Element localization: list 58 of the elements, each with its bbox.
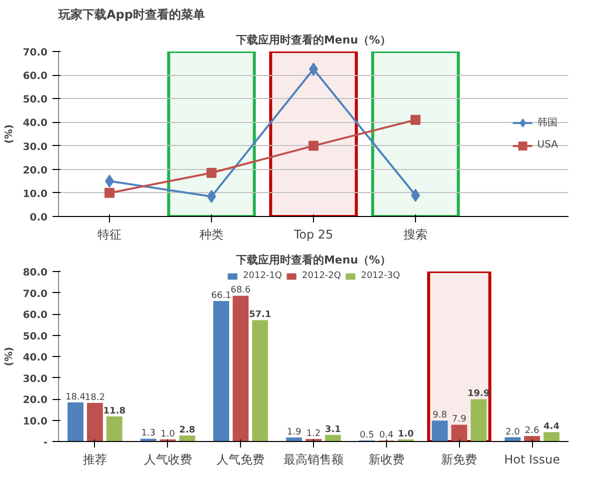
x-tick-label: 最高销售额 — [284, 452, 344, 466]
data-label: 0.5 — [360, 430, 374, 440]
y-tick-label: 40.0 — [22, 118, 48, 130]
y-axis-title: (%) — [4, 124, 15, 144]
legend-label: 2012-3Q — [360, 271, 400, 281]
y-tick-label: 70.0 — [22, 48, 48, 58]
y-tick-label: 40.0 — [22, 352, 48, 364]
chart-title: 玩家下载App时查看的菜单 — [58, 8, 205, 22]
x-tick-label: 新收费 — [368, 452, 404, 466]
data-label: 18.2 — [84, 392, 105, 403]
y-tick-label: - — [43, 438, 48, 448]
data-label: 4.4 — [544, 422, 560, 432]
y-axis-title: (%) — [4, 346, 15, 366]
x-tick-label: 人气免费 — [216, 452, 265, 466]
data-label: 2.8 — [179, 426, 196, 436]
data-label: 1.9 — [286, 427, 302, 438]
y-tick-label: 50.0 — [22, 94, 48, 106]
y-tick-label: 10.0 — [22, 188, 48, 200]
x-tick-label: 特征 — [98, 228, 122, 242]
y-tick-label: 60.0 — [22, 310, 48, 321]
x-tick-label: 人气收费 — [144, 452, 192, 466]
y-tick-label: 70.0 — [22, 288, 48, 300]
y-tick-label: 80.0 — [22, 268, 48, 278]
data-label: 0.4 — [379, 430, 394, 441]
y-tick-label: 60.0 — [22, 71, 48, 82]
y-tick-label: 10.0 — [22, 416, 48, 428]
x-tick-label: 推荐 — [82, 452, 107, 466]
data-label: 1.0 — [398, 429, 414, 440]
chart-subtitle: 下载应用时查看的Menu（%） — [234, 34, 392, 46]
data-label: 18.4 — [65, 392, 86, 402]
y-tick-label: 30.0 — [22, 142, 48, 153]
y-tick-label: 20.0 — [22, 165, 48, 176]
y-tick-label: 30.0 — [22, 374, 48, 385]
legend-label: 2012-1Q — [243, 271, 282, 281]
data-label: 9.8 — [432, 410, 448, 421]
legend-label: USA — [537, 140, 558, 150]
data-label: 57.1 — [248, 310, 272, 320]
data-label: 68.6 — [230, 286, 251, 296]
x-tick-label: 新免费 — [441, 452, 478, 466]
chart-title: 下载应用时查看的Menu（%） — [234, 254, 392, 266]
y-tick-label: 0.0 — [30, 212, 48, 224]
data-label: 7.9 — [452, 414, 467, 425]
data-label: 1.3 — [141, 428, 156, 439]
data-label: 3.1 — [324, 424, 341, 435]
data-label: 11.8 — [103, 406, 126, 416]
data-label: 66.1 — [211, 291, 232, 302]
data-label: 2.6 — [524, 426, 540, 436]
data-label: 1.0 — [160, 429, 176, 440]
legend-label: 韩国 — [537, 116, 558, 129]
data-label: 2.0 — [505, 427, 520, 438]
y-tick-label: 50.0 — [22, 331, 48, 342]
x-tick-label: Top 25 — [292, 228, 334, 242]
x-tick-label: 种类 — [200, 228, 224, 242]
y-tick-label: 20.0 — [22, 395, 48, 406]
data-label: 1.2 — [306, 428, 321, 439]
x-tick-label: Hot Issue — [504, 452, 560, 466]
x-tick-label: 搜索 — [404, 228, 428, 242]
legend-label: 2012-2Q — [302, 271, 341, 281]
